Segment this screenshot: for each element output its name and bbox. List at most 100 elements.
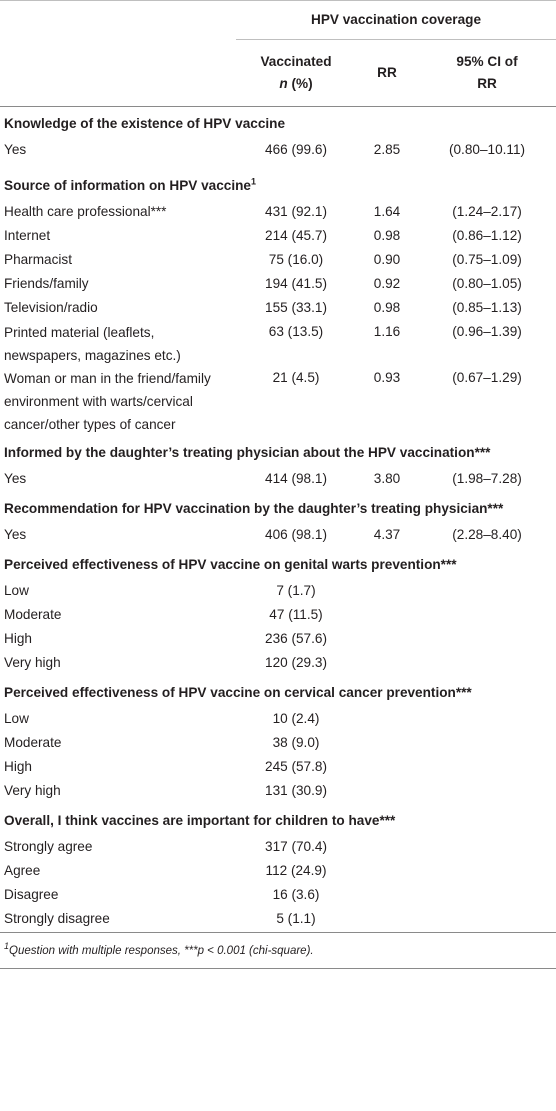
- rr-cell: 0.98: [373, 300, 401, 315]
- footnote: 1Question with multiple responses, ***p …: [0, 932, 556, 969]
- section-header-row: Recommendation for HPV vaccination by th…: [0, 492, 556, 524]
- column-header-rr: RR: [356, 39, 418, 107]
- row-label: Very high: [4, 783, 61, 798]
- vaccinated-cell: 431 (92.1): [265, 204, 327, 219]
- vaccinated-cell: 466 (99.6): [265, 142, 327, 157]
- ci-cell: [418, 756, 556, 780]
- row-label: Strongly disagree: [4, 911, 110, 926]
- vaccinated-cell: 414 (98.1): [265, 471, 327, 486]
- row-label: Moderate: [4, 735, 62, 750]
- table-row: Agree 112 (24.9): [0, 860, 556, 884]
- ci-cell: (1.24–2.17): [452, 204, 522, 219]
- section-title-cell: Recommendation for HPV vaccination by th…: [0, 492, 556, 524]
- section-header-row: Informed by the daughter’s treating phys…: [0, 436, 556, 468]
- ci-cell: (0.86–1.12): [452, 228, 522, 243]
- table-row: Yes 406 (98.1) 4.37 (2.28–8.40): [0, 524, 556, 548]
- rr-cell: [356, 652, 418, 676]
- rr-cell: [356, 860, 418, 884]
- row-label: Friends/family: [4, 276, 89, 291]
- rr-cell: [356, 836, 418, 860]
- section-header-row: Source of information on HPV vaccine1: [0, 169, 556, 201]
- row-label: Yes: [4, 527, 27, 542]
- section-title: Perceived effectiveness of HPV vaccine o…: [4, 557, 457, 572]
- vaccinated-cell: 194 (41.5): [265, 276, 327, 291]
- ci-cell: (2.28–8.40): [452, 527, 522, 542]
- group-header-row: HPV vaccination coverage: [0, 0, 556, 40]
- table-row: Yes 466 (99.6) 2.85 (0.80–10.11): [0, 139, 556, 163]
- vaccinated-cell: 245 (57.8): [265, 759, 327, 774]
- ci-cell: [418, 628, 556, 652]
- ci-cell: [418, 860, 556, 884]
- row-label: Low: [4, 583, 29, 598]
- column-header-n: n: [279, 76, 288, 91]
- table-row: Woman or man in the friend/family enviro…: [0, 367, 556, 436]
- section-title-cell: Knowledge of the existence of HPV vaccin…: [0, 107, 556, 140]
- ci-cell: [418, 604, 556, 628]
- rr-cell: [356, 908, 418, 933]
- section-title-cell: Source of information on HPV vaccine1: [0, 169, 556, 201]
- table-row: Health care professional*** 431 (92.1) 1.6…: [0, 201, 556, 225]
- vaccinated-cell: 10 (2.4): [272, 711, 320, 726]
- section-header-row: Overall, I think vaccines are important …: [0, 804, 556, 836]
- rr-cell: 3.80: [373, 471, 401, 486]
- rr-cell: 4.37: [373, 527, 401, 542]
- ci-cell: (0.80–1.05): [452, 276, 522, 291]
- row-label: Television/radio: [4, 300, 98, 315]
- table-row: Moderate 47 (11.5): [0, 604, 556, 628]
- ci-cell: (0.67–1.29): [452, 370, 522, 385]
- rr-cell: [356, 708, 418, 732]
- vaccinated-cell: 7 (1.7): [276, 583, 316, 598]
- row-label: Moderate: [4, 607, 62, 622]
- row-label: Disagree: [4, 887, 59, 902]
- row-label: Health care professional***: [4, 204, 167, 219]
- table-header: HPV vaccination coverage Vaccinated n (%…: [0, 0, 556, 107]
- rr-cell: 0.90: [373, 252, 401, 267]
- vaccinated-cell: 120 (29.3): [265, 655, 327, 670]
- table-row: Very high 131 (30.9): [0, 780, 556, 804]
- ci-cell: [418, 780, 556, 804]
- rr-cell: 0.92: [373, 276, 401, 291]
- vaccinated-cell: 47 (11.5): [269, 607, 323, 622]
- row-label: Internet: [4, 228, 51, 243]
- row-label: Low: [4, 711, 29, 726]
- table-row: Moderate 38 (9.0): [0, 732, 556, 756]
- ci-cell: [418, 652, 556, 676]
- column-header-ci-line2: RR: [477, 76, 497, 91]
- ci-cell: [418, 908, 556, 933]
- table-row: Yes 414 (98.1) 3.80 (1.98–7.28): [0, 468, 556, 492]
- section-header-row: Perceived effectiveness of HPV vaccine o…: [0, 548, 556, 580]
- ci-cell: (0.75–1.09): [452, 252, 522, 267]
- ci-cell: [418, 708, 556, 732]
- row-label: High: [4, 759, 32, 774]
- table-row: Friends/family 194 (41.5) 0.92 (0.80–1.05): [0, 273, 556, 297]
- footnote-row: 1Question with multiple responses, ***p …: [0, 932, 556, 969]
- table-row: High 236 (57.6): [0, 628, 556, 652]
- rr-cell: [356, 780, 418, 804]
- row-label: Very high: [4, 655, 61, 670]
- section-title-cell: Perceived effectiveness of HPV vaccine o…: [0, 548, 556, 580]
- row-label: Pharmacist: [4, 252, 72, 267]
- vaccinated-cell: 112 (24.9): [265, 863, 327, 878]
- rr-cell: [356, 884, 418, 908]
- empty-header-cell: [0, 0, 236, 40]
- column-header-vaccinated: Vaccinated n (%): [236, 39, 356, 107]
- section-title: Knowledge of the existence of HPV vaccin…: [4, 116, 286, 131]
- ci-cell: (0.96–1.39): [452, 324, 522, 339]
- table-row: Internet 214 (45.7) 0.98 (0.86–1.12): [0, 225, 556, 249]
- vaccinated-cell: 63 (13.5): [268, 324, 324, 339]
- table-footer: 1Question with multiple responses, ***p …: [0, 932, 556, 969]
- ci-cell: [418, 836, 556, 860]
- ci-cell: (1.98–7.28): [452, 471, 522, 486]
- table-row: Printed material (leaflets, newspapers, …: [0, 321, 556, 367]
- group-header: HPV vaccination coverage: [236, 0, 556, 40]
- row-label: Strongly agree: [4, 839, 93, 854]
- column-header-pct: (%): [287, 76, 313, 91]
- vaccinated-cell: 317 (70.4): [265, 839, 327, 854]
- vaccinated-cell: 214 (45.7): [265, 228, 327, 243]
- footnote-marker: 1: [4, 941, 10, 952]
- table-row: Pharmacist 75 (16.0) 0.90 (0.75–1.09): [0, 249, 556, 273]
- column-header-row: Vaccinated n (%) RR 95% CI of RR: [0, 39, 556, 107]
- rr-cell: 0.93: [373, 370, 401, 385]
- column-header-ci-line1: 95% CI of: [456, 54, 518, 69]
